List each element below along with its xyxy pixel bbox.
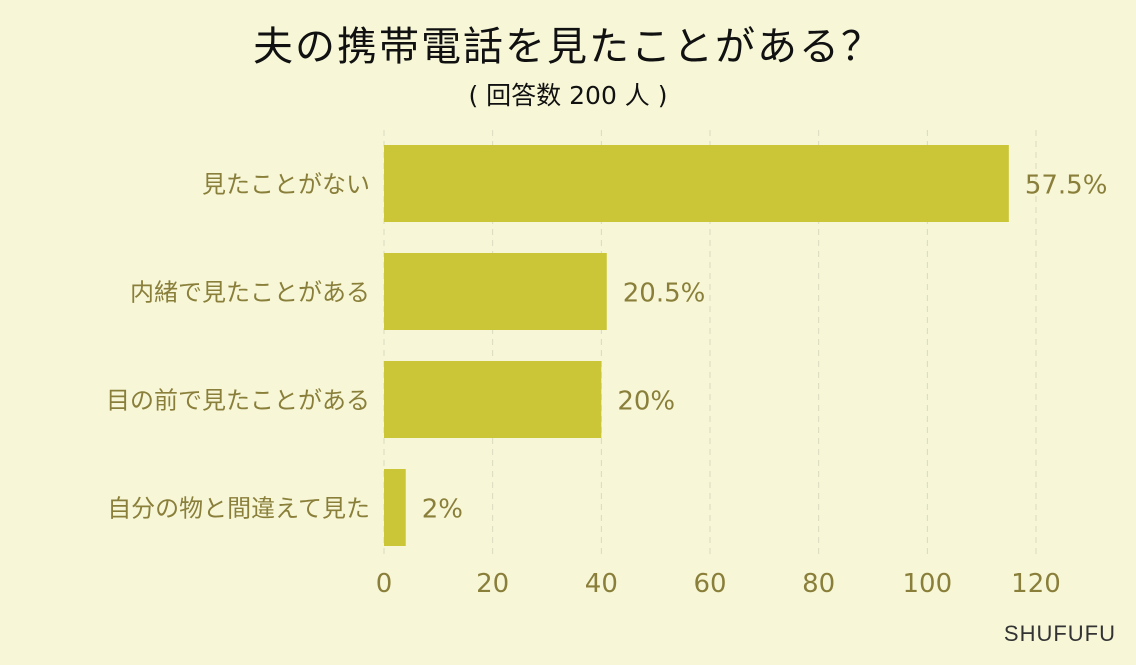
x-tick-label: 60 <box>693 569 726 599</box>
x-tick-label: 120 <box>1011 569 1061 599</box>
x-tick-label: 80 <box>802 569 835 599</box>
bar <box>384 253 607 330</box>
data-label: 2% <box>422 495 463 525</box>
brand-logo: SHUFUFU <box>1003 621 1116 646</box>
category-label: 自分の物と間違えて見た <box>107 495 370 523</box>
data-label: 20.5% <box>623 279 706 309</box>
data-label: 20% <box>617 387 675 417</box>
bar <box>384 469 406 546</box>
category-label: 目の前で見たことがある <box>106 387 370 415</box>
x-tick-label: 40 <box>585 569 618 599</box>
chart-title: 夫の携帯電話を見たことがある？ <box>253 24 883 70</box>
bar <box>384 145 1009 222</box>
chart-subtitle: ( 回答数 200 人 ) <box>468 81 668 110</box>
x-tick-label: 0 <box>376 569 393 599</box>
x-tick-label: 20 <box>476 569 509 599</box>
category-label: 見たことがない <box>202 171 370 199</box>
data-label: 57.5% <box>1025 171 1108 201</box>
category-label: 内緒で見たことがある <box>130 279 370 307</box>
x-tick-label: 100 <box>903 569 953 599</box>
bar <box>384 361 602 438</box>
